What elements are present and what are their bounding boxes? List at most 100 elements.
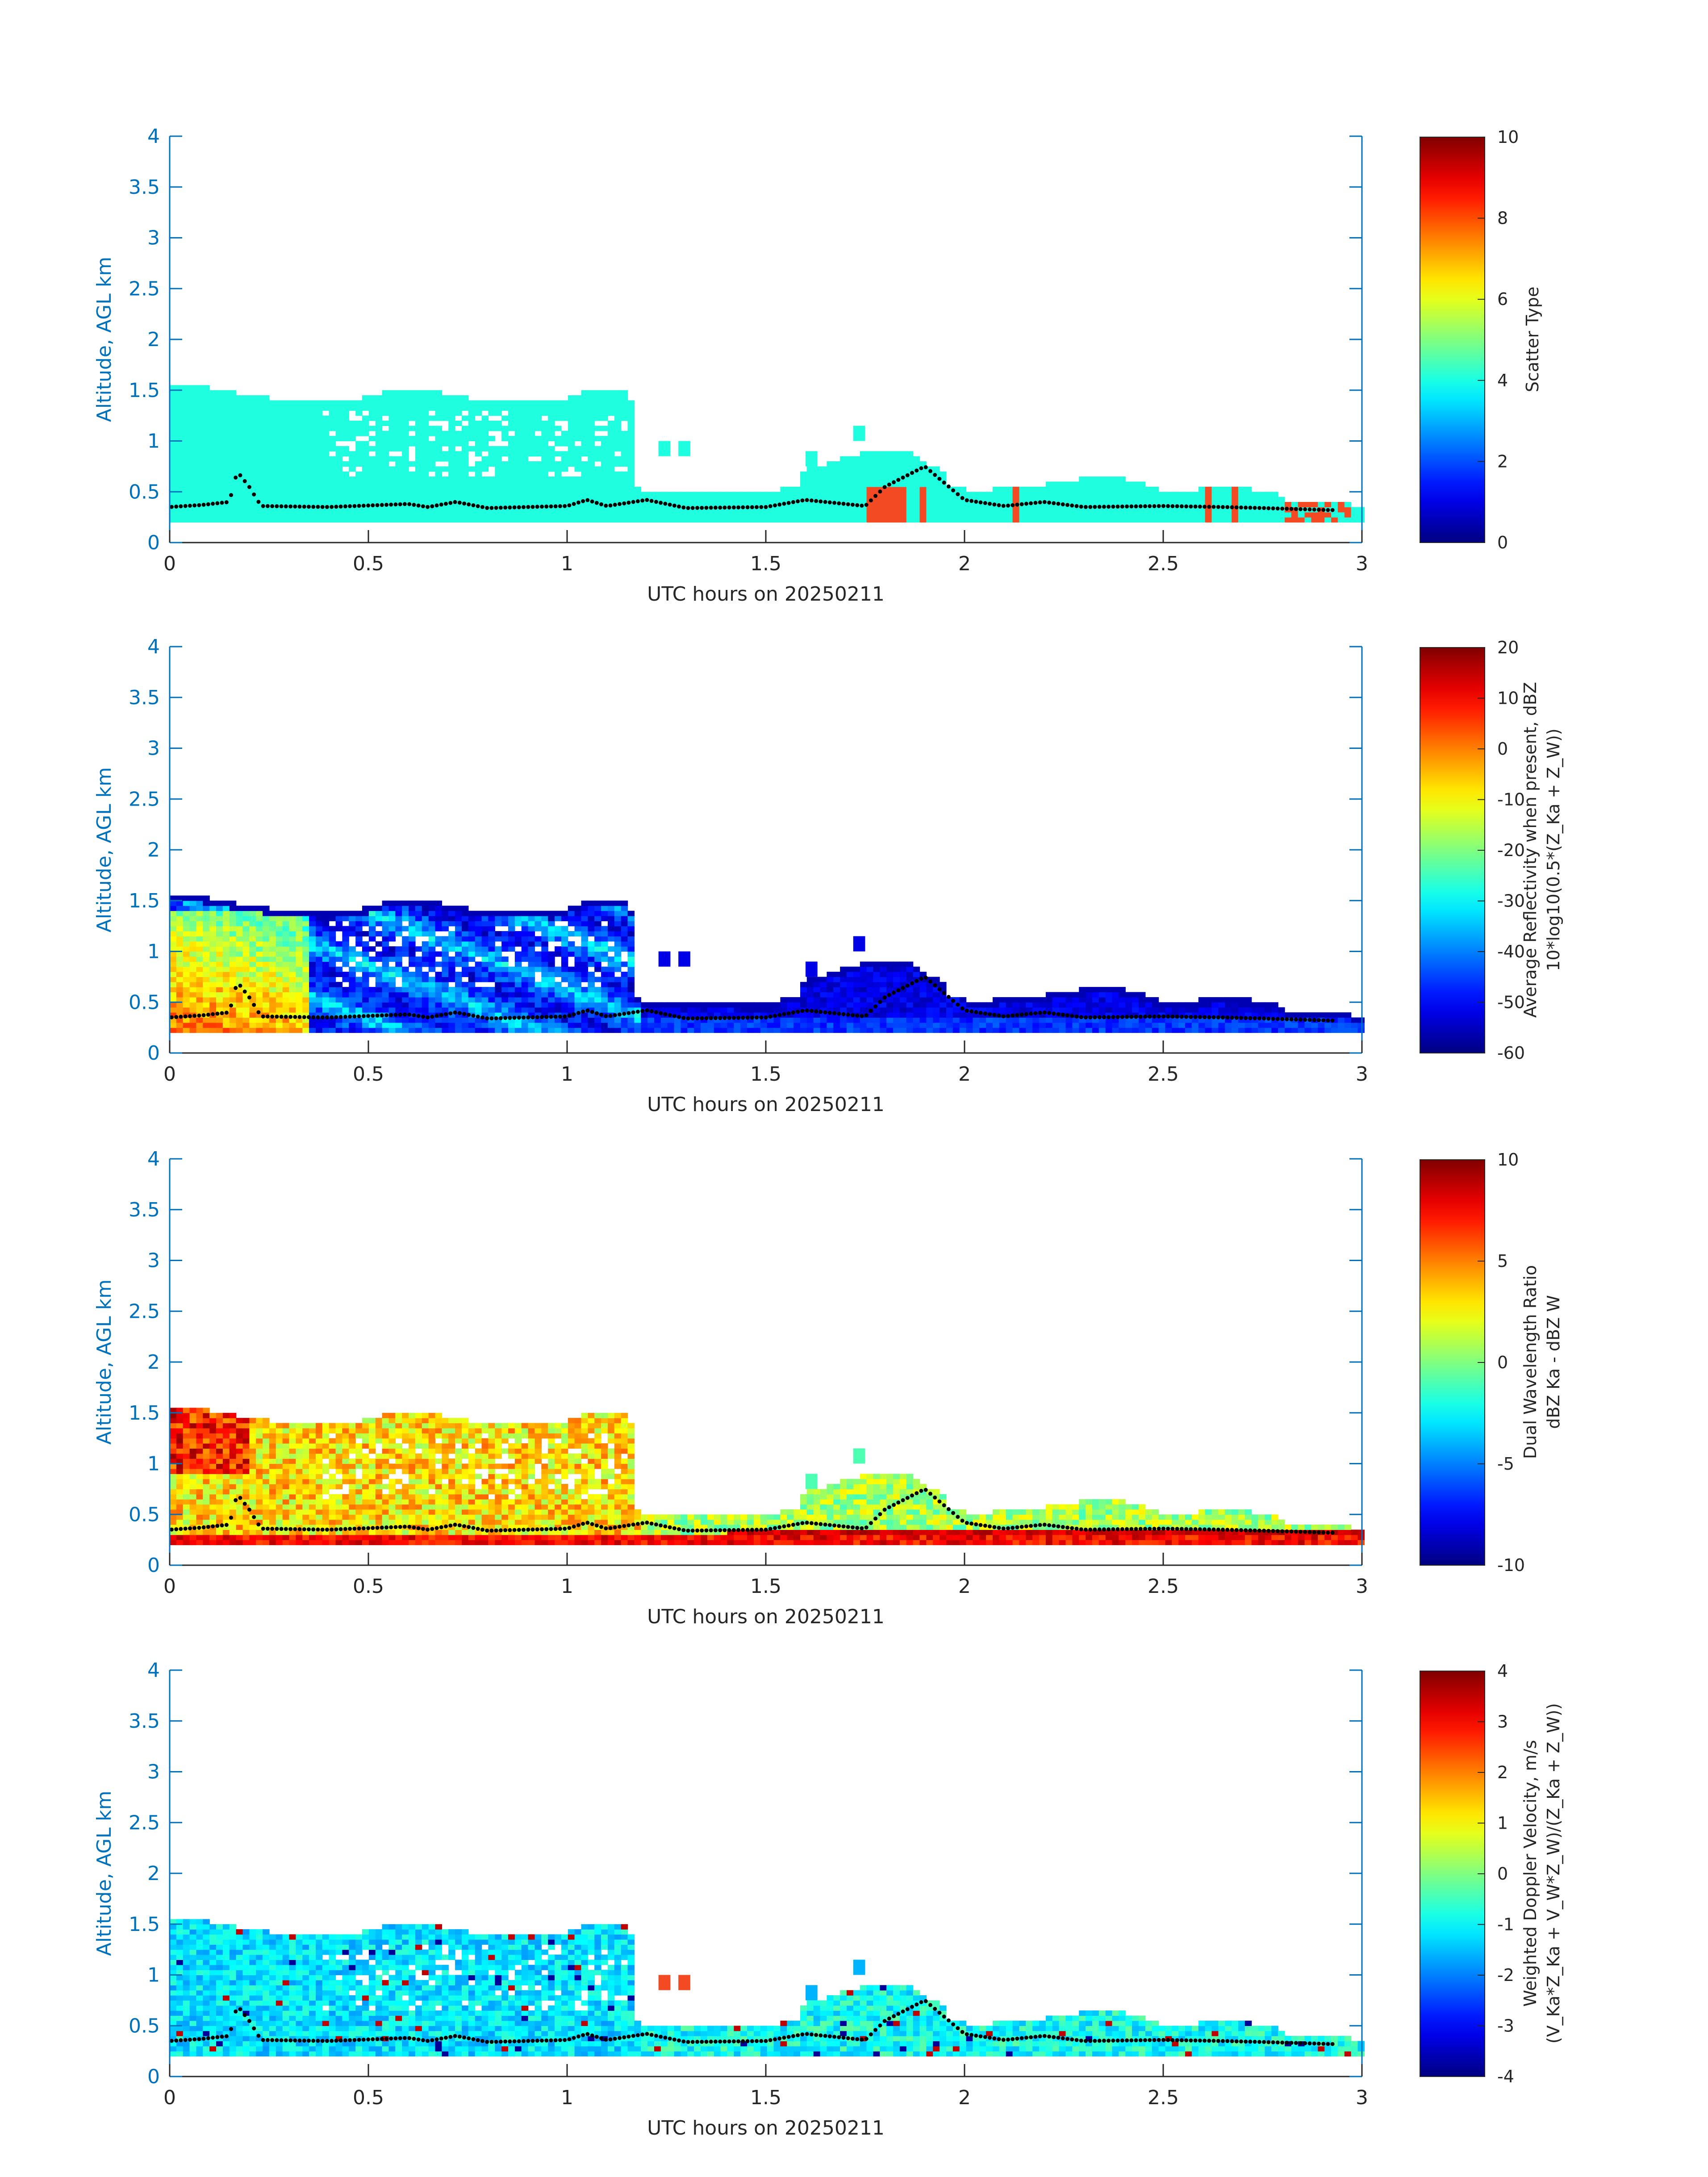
echo-cell [952,1012,960,1018]
echo-cell [1337,502,1345,507]
echo-cell [442,481,449,487]
echo-cell [349,915,356,921]
echo-cell [468,987,476,993]
echo-cell [170,476,177,482]
echo-cell [375,451,383,457]
echo-cell [229,471,237,477]
echo-cell [940,1002,947,1008]
echo-cell [1039,517,1046,523]
echo-cell [203,1028,210,1033]
echo-cell [229,446,237,451]
echo-cell [342,992,349,998]
x-tick-label: 0 [163,552,176,575]
echo-cell [601,1002,608,1008]
echo-cell [999,497,1006,502]
echo-cell [256,426,263,431]
echo-cell [462,926,469,932]
echo-cell [1065,486,1073,492]
echo-cell [368,1022,376,1028]
echo-cell [694,502,701,507]
echo-cell [222,926,230,932]
echo-cell [309,471,316,477]
echo-cell [269,481,276,487]
echo-cell [508,400,515,406]
echo-cell [514,492,522,497]
echo-cell [1185,517,1192,523]
echo-cell [475,436,482,442]
echo-cell [415,436,422,442]
echo-cell [528,941,535,947]
echo-cell [263,972,270,977]
echo-cell [594,1017,601,1023]
echo-cell [229,951,237,957]
echo-cell [627,1017,635,1023]
echo-cell [302,1002,309,1008]
echo-cell [1324,502,1332,507]
echo-cell [993,497,1000,502]
echo-cell [840,512,847,518]
echo-cell [601,481,608,487]
echo-cell [614,415,622,421]
echo-cell [614,987,622,993]
boundary-layer-marker [361,503,366,508]
echo-cell [455,436,462,442]
echo-cell [535,405,542,411]
echo-cell [926,476,933,482]
echo-cell [442,492,449,497]
echo-cell [355,441,363,447]
echo-cell [296,476,303,482]
echo-cell [601,461,608,467]
echo-cell [535,436,542,442]
echo-cell [183,931,190,936]
echo-cell [170,961,177,967]
echo-cell [886,492,894,497]
echo-cell [382,390,389,396]
echo-cell [800,507,807,513]
echo-cell [740,512,748,518]
echo-cell [514,951,522,957]
echo-cell [409,507,416,513]
echo-cell [382,1017,389,1023]
echo-cell [448,936,455,942]
echo-cell [906,497,914,502]
echo-cell [1238,486,1245,492]
echo-cell [289,451,296,457]
echo-cell [229,456,237,462]
echo-cell [375,507,383,513]
echo-cell [468,517,476,523]
echo-cell [833,486,840,492]
boundary-layer-marker [563,504,567,508]
echo-cell [880,982,887,987]
echo-cell [302,481,309,487]
boundary-layer-marker [933,473,937,477]
echo-cell [229,946,237,952]
echo-cell [435,921,442,927]
echo-cell [899,486,907,492]
echo-cell [481,441,489,447]
echo-cell [1032,1017,1040,1023]
echo-cell [561,972,568,977]
echo-cell [574,956,582,962]
echo-cell [514,915,522,921]
echo-cell [368,931,376,936]
echo-cell [355,966,363,972]
echo-cell [747,517,754,523]
echo-cell [514,461,522,467]
echo-cell [793,512,801,518]
echo-cell [442,915,449,921]
echo-cell [568,951,575,957]
echo-cell [415,911,422,916]
echo-cell [1026,997,1033,1003]
echo-cell [952,1017,960,1023]
echo-cell [866,502,874,507]
echo-cell [183,997,190,1003]
boundary-layer-marker [430,504,434,509]
echo-cell [428,982,436,987]
boundary-layer-marker [503,506,508,510]
echo-cell [222,956,230,962]
echo-cell [455,456,462,462]
echo-cell [634,1012,641,1018]
echo-cell [581,492,588,497]
echo-cell [256,911,263,916]
echo-cell [913,502,920,507]
